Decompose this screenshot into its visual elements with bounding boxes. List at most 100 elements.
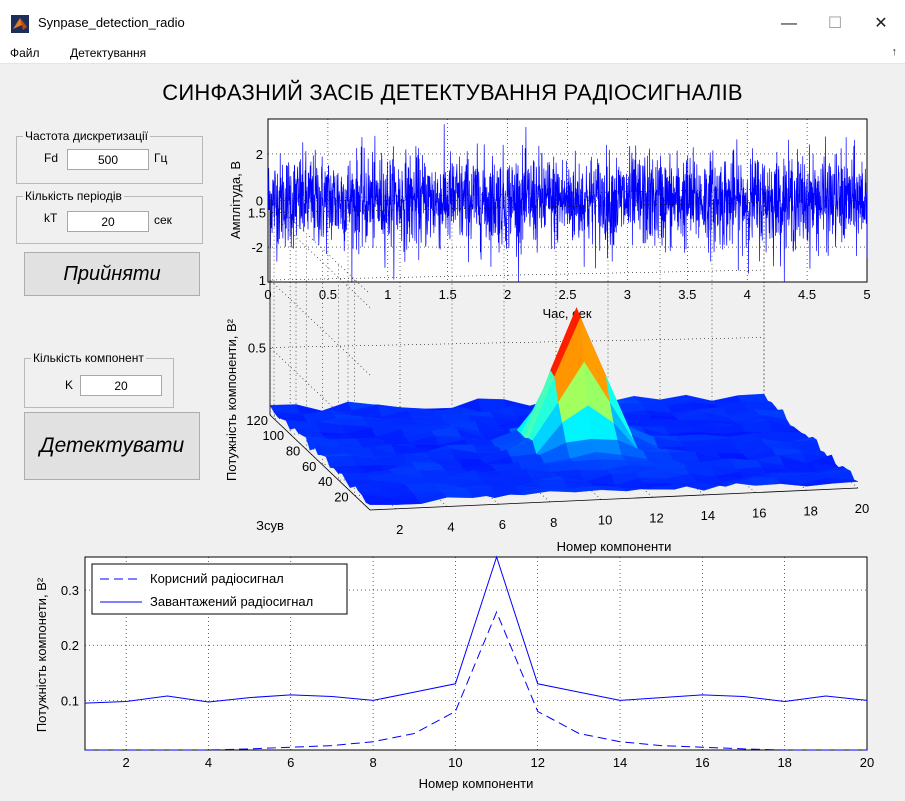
surface-patch <box>522 462 553 473</box>
surface-patch <box>555 474 586 482</box>
surface-patch <box>441 414 472 424</box>
power-ytick: 0.2 <box>61 638 79 653</box>
power-xtick: 6 <box>287 755 294 770</box>
signal-xtick: 3.5 <box>678 287 696 302</box>
surface-patch <box>647 458 678 462</box>
surface-patch <box>461 436 492 442</box>
signal-plot: 0 0.5 1 1.5 2 2.5 3 3.5 4 4.5 5 -2 0 2 Час, сек Ампл… <box>228 118 871 321</box>
surface-ytick: 100 <box>262 428 284 443</box>
surface-patch <box>591 438 622 456</box>
surface-patch <box>686 423 717 429</box>
surface-patch <box>607 395 639 403</box>
surface-patch <box>656 418 688 429</box>
surface-patch <box>650 435 681 442</box>
matlab-icon <box>11 15 29 33</box>
surface-patch <box>828 477 859 484</box>
surface-patch <box>562 405 593 443</box>
surface-patch <box>613 422 644 452</box>
sampling-panel: Частота дискретизації Fd Гц <box>16 129 203 184</box>
surface-patch <box>506 440 537 457</box>
surface-patch <box>329 465 361 470</box>
surface-patch <box>474 469 505 480</box>
menu-overflow-icon[interactable]: ↑ <box>891 46 898 58</box>
surface-patch <box>652 418 683 422</box>
surface-patch <box>452 478 484 485</box>
maximize-button[interactable]: ☐ <box>827 15 843 32</box>
power-plot-grid <box>85 557 868 750</box>
surface-patch <box>726 408 758 419</box>
surface-patch <box>584 361 615 424</box>
surface-xtick: 2 <box>396 522 403 537</box>
surface-patch <box>601 418 632 423</box>
kt-input[interactable] <box>67 211 149 232</box>
surface-patch <box>343 446 375 458</box>
surface-patch <box>797 448 829 458</box>
surface-patch <box>732 460 763 470</box>
minimize-button[interactable]: — <box>781 15 797 32</box>
surface-patch <box>526 423 558 429</box>
surface-patch <box>413 490 444 499</box>
surface-patch <box>641 402 672 414</box>
surface-patch <box>487 429 518 442</box>
surface-patch <box>809 463 840 469</box>
close-button[interactable]: ✕ <box>874 15 888 32</box>
surface-patch <box>742 446 774 458</box>
menu-file[interactable]: Файл <box>10 46 40 60</box>
k-input[interactable] <box>80 375 162 396</box>
surface-patch <box>712 423 743 428</box>
surface-patch <box>708 420 740 426</box>
surface-patch <box>442 444 474 451</box>
surface-patch <box>485 405 517 417</box>
accept-button[interactable]: Прийняти <box>24 252 200 296</box>
surface-patch <box>498 437 530 454</box>
surface-patch <box>570 417 602 422</box>
surface-patch <box>449 421 480 432</box>
surface-patch <box>640 477 671 484</box>
surface-patch <box>424 448 456 460</box>
surface-patch <box>433 406 465 417</box>
surface-patch <box>783 463 814 471</box>
surface-patch <box>666 473 697 484</box>
surface-patch <box>633 395 665 407</box>
signal-xtick: 3 <box>624 287 631 302</box>
surface-patch <box>371 426 403 437</box>
surface-patch <box>560 397 591 428</box>
surface-patch <box>446 444 478 454</box>
surface-patch <box>481 405 513 414</box>
kt-unit: сек <box>154 213 172 227</box>
surface-patch <box>427 425 458 433</box>
surface-patch <box>269 404 301 415</box>
title-bar: Synpase_detection_radio — ☐ ✕ <box>0 0 905 40</box>
surface-patch <box>537 479 569 489</box>
surface-patch <box>460 485 492 489</box>
surface-patch <box>467 414 498 426</box>
power-xtick: 8 <box>369 755 376 770</box>
surface-patch <box>717 477 748 483</box>
surface-patch <box>734 438 766 450</box>
surface-patch <box>545 488 577 493</box>
surface-patch <box>281 418 312 424</box>
surface-patch <box>643 451 674 461</box>
menu-detect[interactable]: Детектування <box>70 46 147 60</box>
power-xtick: 2 <box>123 755 130 770</box>
surface-patch <box>393 424 425 428</box>
surface-patch <box>805 454 836 466</box>
signal-xtick: 4 <box>744 287 751 302</box>
surface-patch <box>635 443 666 452</box>
detect-button[interactable]: Детектувати <box>24 412 200 480</box>
surface-patch <box>289 421 321 433</box>
surface-patch <box>525 468 557 477</box>
power-xtick: 14 <box>613 755 627 770</box>
surface-patch <box>293 426 325 437</box>
fd-input[interactable] <box>67 149 149 170</box>
surface-patch <box>719 431 751 438</box>
surface-patch <box>644 482 675 490</box>
surface-patch <box>761 466 792 474</box>
surface-patch <box>493 416 524 426</box>
surface-ytick: 40 <box>318 474 332 489</box>
signal-xtick: 1 <box>384 287 391 302</box>
surface-patch <box>747 477 778 479</box>
surface-xtick: 18 <box>803 503 817 518</box>
surface-patch <box>396 426 429 433</box>
surface-patch <box>653 436 685 448</box>
